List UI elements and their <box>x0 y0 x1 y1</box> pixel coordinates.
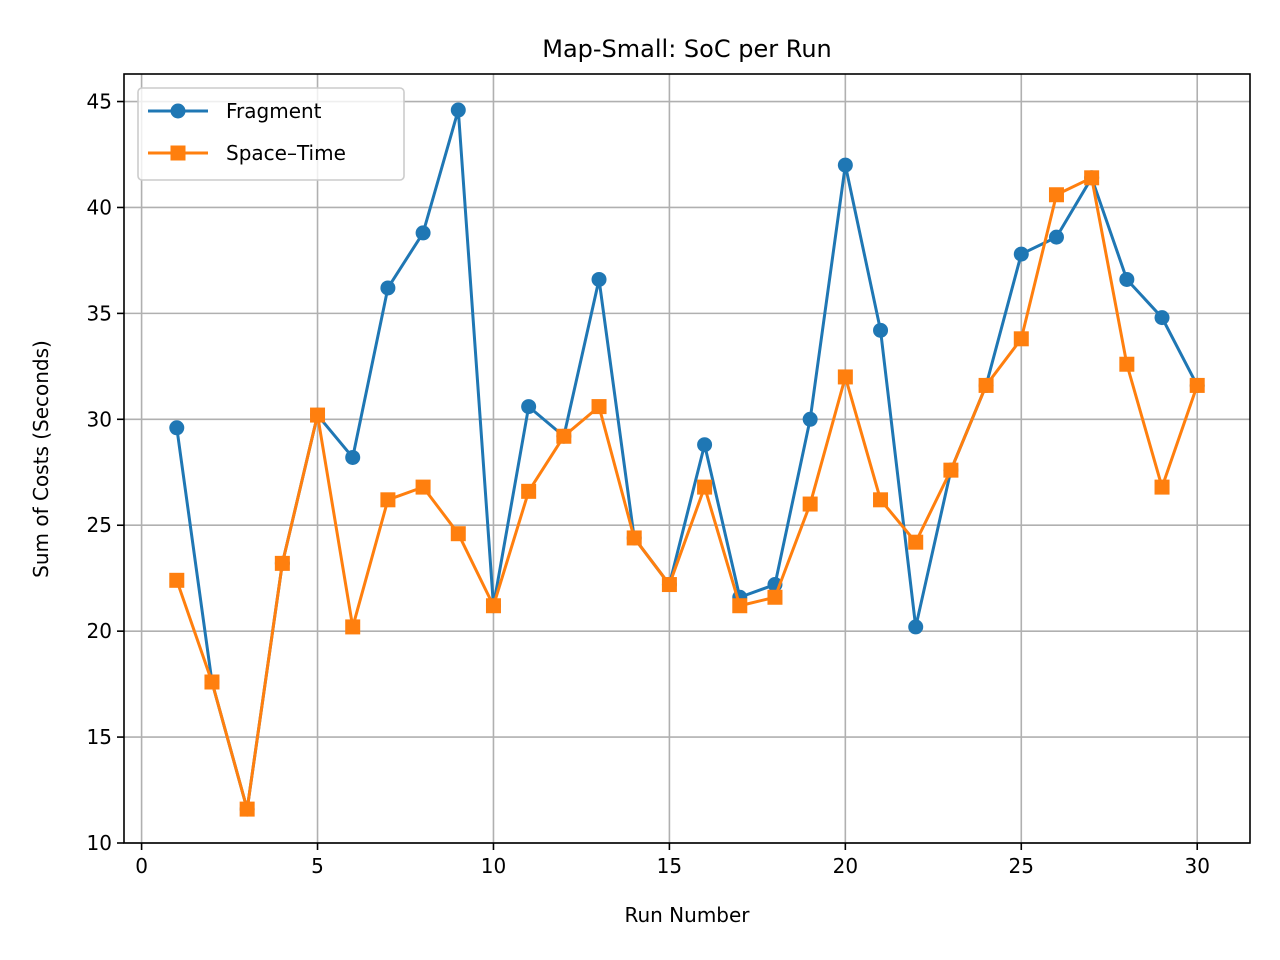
legend-label: Fragment <box>226 99 322 123</box>
data-point <box>802 496 818 512</box>
data-point <box>767 589 783 605</box>
data-point <box>802 411 818 427</box>
data-point <box>978 377 994 393</box>
x-tick-label: 10 <box>481 854 506 878</box>
x-tick-label: 20 <box>833 854 858 878</box>
x-axis-label: Run Number <box>624 903 750 927</box>
x-tick-label: 5 <box>311 854 324 878</box>
ticks: 0 5 10 15 20 25 30 10 15 20 25 30 35 40 45 <box>87 90 1210 878</box>
data-point <box>873 322 889 338</box>
series-line <box>175 176 1199 811</box>
data-point <box>450 526 466 542</box>
legend: Fragment Space–Time <box>137 87 405 181</box>
data-point <box>1189 377 1205 393</box>
data-point <box>380 492 396 508</box>
data-point <box>908 534 924 550</box>
legend-label: Space–Time <box>226 141 346 165</box>
data-point <box>521 399 537 415</box>
data-point <box>697 437 713 453</box>
data-point <box>1119 356 1135 372</box>
chart-title: Map-Small: SoC per Run <box>542 35 832 63</box>
data-point <box>415 479 431 495</box>
data-point <box>1048 229 1064 245</box>
y-tick-label: 45 <box>87 90 112 114</box>
y-tick-label: 20 <box>87 619 112 643</box>
data-point <box>345 449 361 465</box>
legend-marker <box>170 145 186 161</box>
y-tick-label: 15 <box>87 725 112 749</box>
x-tick-label: 0 <box>135 854 148 878</box>
data-point <box>1154 479 1170 495</box>
data-point <box>943 462 959 478</box>
data-point <box>310 407 326 423</box>
y-tick-label: 30 <box>87 407 112 431</box>
data-point <box>415 225 431 241</box>
legend-marker <box>170 103 186 119</box>
data-point <box>239 801 255 817</box>
y-tick-label: 35 <box>87 301 112 325</box>
data-point <box>169 420 185 436</box>
data-point <box>1013 331 1029 347</box>
data-point <box>661 577 677 593</box>
data-point <box>837 369 853 385</box>
data-point <box>626 530 642 546</box>
data-point <box>450 102 466 118</box>
y-axis-label: Sum of Costs (Seconds) <box>29 340 53 578</box>
data-point <box>204 674 220 690</box>
data-point <box>591 399 607 415</box>
data-point <box>873 492 889 508</box>
data-point <box>697 479 713 495</box>
data-point <box>380 280 396 296</box>
data-point <box>908 619 924 635</box>
data-point <box>345 619 361 635</box>
data-point <box>556 428 572 444</box>
y-tick-label: 10 <box>87 831 112 855</box>
data-point <box>1013 246 1029 262</box>
x-tick-label: 25 <box>1009 854 1034 878</box>
series-2 <box>169 170 1205 817</box>
data-point <box>1048 187 1064 203</box>
data-point <box>521 483 537 499</box>
data-point <box>732 598 748 614</box>
y-tick-label: 40 <box>87 195 112 219</box>
data-point <box>591 271 607 287</box>
data-point <box>485 598 501 614</box>
data-point <box>1119 271 1135 287</box>
data-point <box>837 157 853 173</box>
data-point <box>169 572 185 588</box>
data-point <box>1084 170 1100 186</box>
data-point <box>1154 310 1170 326</box>
x-tick-label: 30 <box>1184 854 1209 878</box>
plot-frame <box>123 73 1251 844</box>
series-layer <box>169 102 1205 817</box>
data-point <box>274 555 290 571</box>
y-tick-label: 25 <box>87 513 112 537</box>
x-tick-label: 15 <box>657 854 682 878</box>
